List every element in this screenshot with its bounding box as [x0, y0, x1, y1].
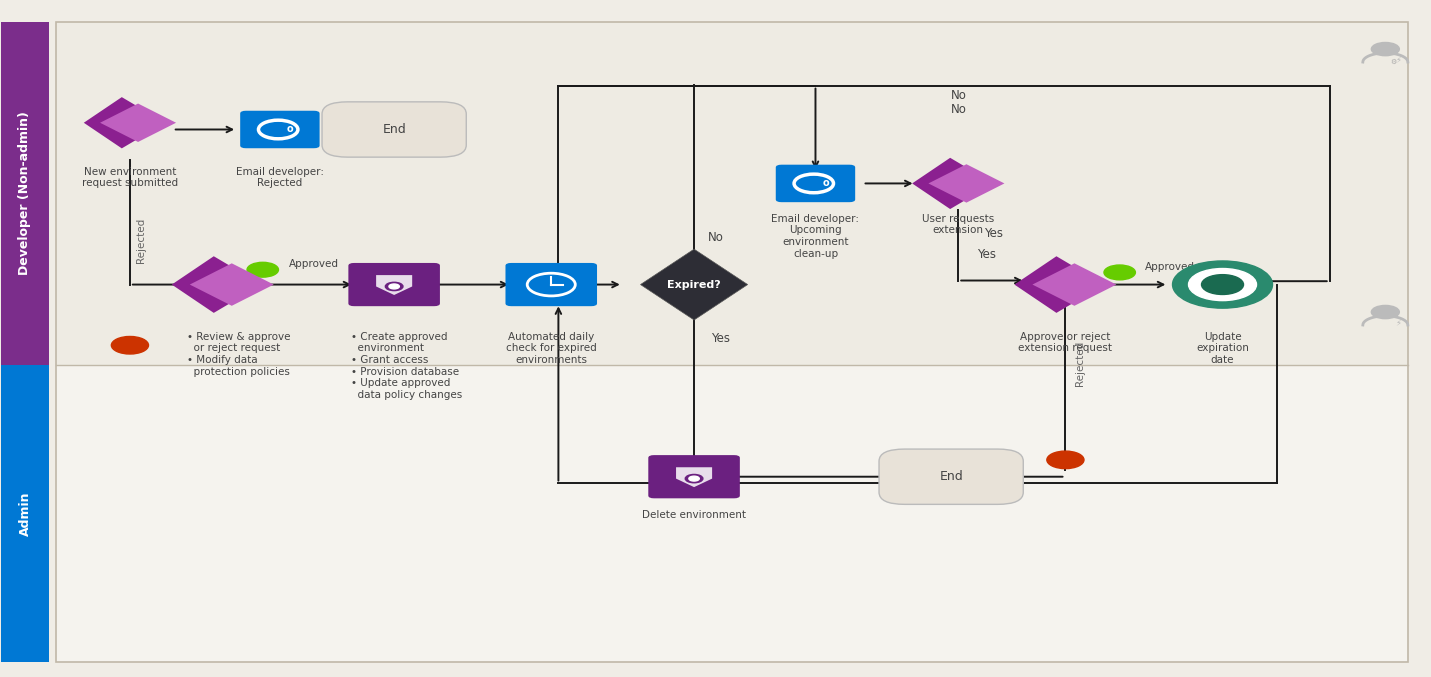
Circle shape	[1202, 275, 1244, 294]
FancyBboxPatch shape	[240, 111, 319, 148]
Text: Yes: Yes	[977, 248, 996, 261]
FancyBboxPatch shape	[505, 263, 597, 306]
Text: Email developer:
Upcoming
environment
clean-up: Email developer: Upcoming environment cl…	[771, 214, 860, 259]
Text: o: o	[286, 125, 293, 135]
Polygon shape	[912, 158, 993, 209]
Text: Email developer:
Rejected: Email developer: Rejected	[236, 167, 323, 188]
Text: Developer (Non-admin): Developer (Non-admin)	[19, 112, 31, 276]
Text: Rejected: Rejected	[136, 218, 146, 263]
Text: Admin: Admin	[19, 492, 31, 536]
Polygon shape	[172, 257, 262, 313]
FancyBboxPatch shape	[648, 455, 740, 498]
Circle shape	[1172, 261, 1272, 308]
FancyBboxPatch shape	[1, 22, 49, 366]
Polygon shape	[100, 104, 176, 142]
Polygon shape	[1015, 257, 1105, 313]
Circle shape	[389, 284, 399, 289]
Polygon shape	[190, 263, 273, 306]
FancyBboxPatch shape	[56, 22, 1408, 366]
Circle shape	[688, 476, 700, 481]
Text: Update
expiration
date: Update expiration date	[1196, 332, 1249, 365]
FancyBboxPatch shape	[879, 449, 1023, 504]
Circle shape	[112, 336, 149, 354]
Text: ⚡: ⚡	[1395, 318, 1401, 327]
Polygon shape	[675, 467, 713, 487]
Text: o: o	[823, 179, 829, 188]
Text: ⚙: ⚙	[1391, 59, 1397, 65]
Text: • Review & approve
  or reject request
• Modify data
  protection policies: • Review & approve or reject request • M…	[187, 332, 290, 376]
FancyBboxPatch shape	[348, 263, 439, 306]
Text: End: End	[382, 123, 406, 136]
Text: Rejected: Rejected	[1075, 341, 1085, 387]
FancyBboxPatch shape	[56, 366, 1408, 662]
Circle shape	[1371, 305, 1400, 319]
Text: No: No	[952, 103, 967, 116]
FancyBboxPatch shape	[1, 366, 49, 662]
Text: Yes: Yes	[711, 332, 730, 345]
Text: • Create approved
  environment
• Grant access
• Provision database
• Update app: • Create approved environment • Grant ac…	[351, 332, 462, 399]
Text: Delete environment: Delete environment	[643, 510, 746, 521]
Polygon shape	[641, 249, 747, 320]
FancyBboxPatch shape	[322, 102, 467, 157]
FancyBboxPatch shape	[776, 165, 856, 202]
Polygon shape	[929, 165, 1005, 202]
Circle shape	[1371, 43, 1400, 56]
Text: Approve or reject
extension request: Approve or reject extension request	[1019, 332, 1112, 353]
Circle shape	[685, 475, 703, 483]
Text: User requests
extension: User requests extension	[922, 214, 995, 236]
Text: ⚡: ⚡	[1395, 56, 1401, 64]
Text: No: No	[952, 89, 967, 102]
Text: End: End	[939, 471, 963, 483]
Circle shape	[1047, 451, 1083, 468]
Polygon shape	[1032, 263, 1116, 306]
Polygon shape	[84, 97, 165, 148]
Text: Expired?: Expired?	[667, 280, 721, 290]
Circle shape	[385, 282, 404, 290]
Text: No: No	[708, 231, 724, 244]
Text: Automated daily
check for expired
environments: Automated daily check for expired enviro…	[507, 332, 597, 365]
Text: New environment
request submitted: New environment request submitted	[82, 167, 177, 188]
Circle shape	[1103, 265, 1135, 280]
Text: Approved: Approved	[289, 259, 339, 269]
Circle shape	[1189, 269, 1256, 301]
Circle shape	[248, 262, 279, 277]
Text: Approved: Approved	[1145, 262, 1195, 271]
Polygon shape	[376, 275, 412, 295]
Text: Yes: Yes	[985, 227, 1003, 240]
